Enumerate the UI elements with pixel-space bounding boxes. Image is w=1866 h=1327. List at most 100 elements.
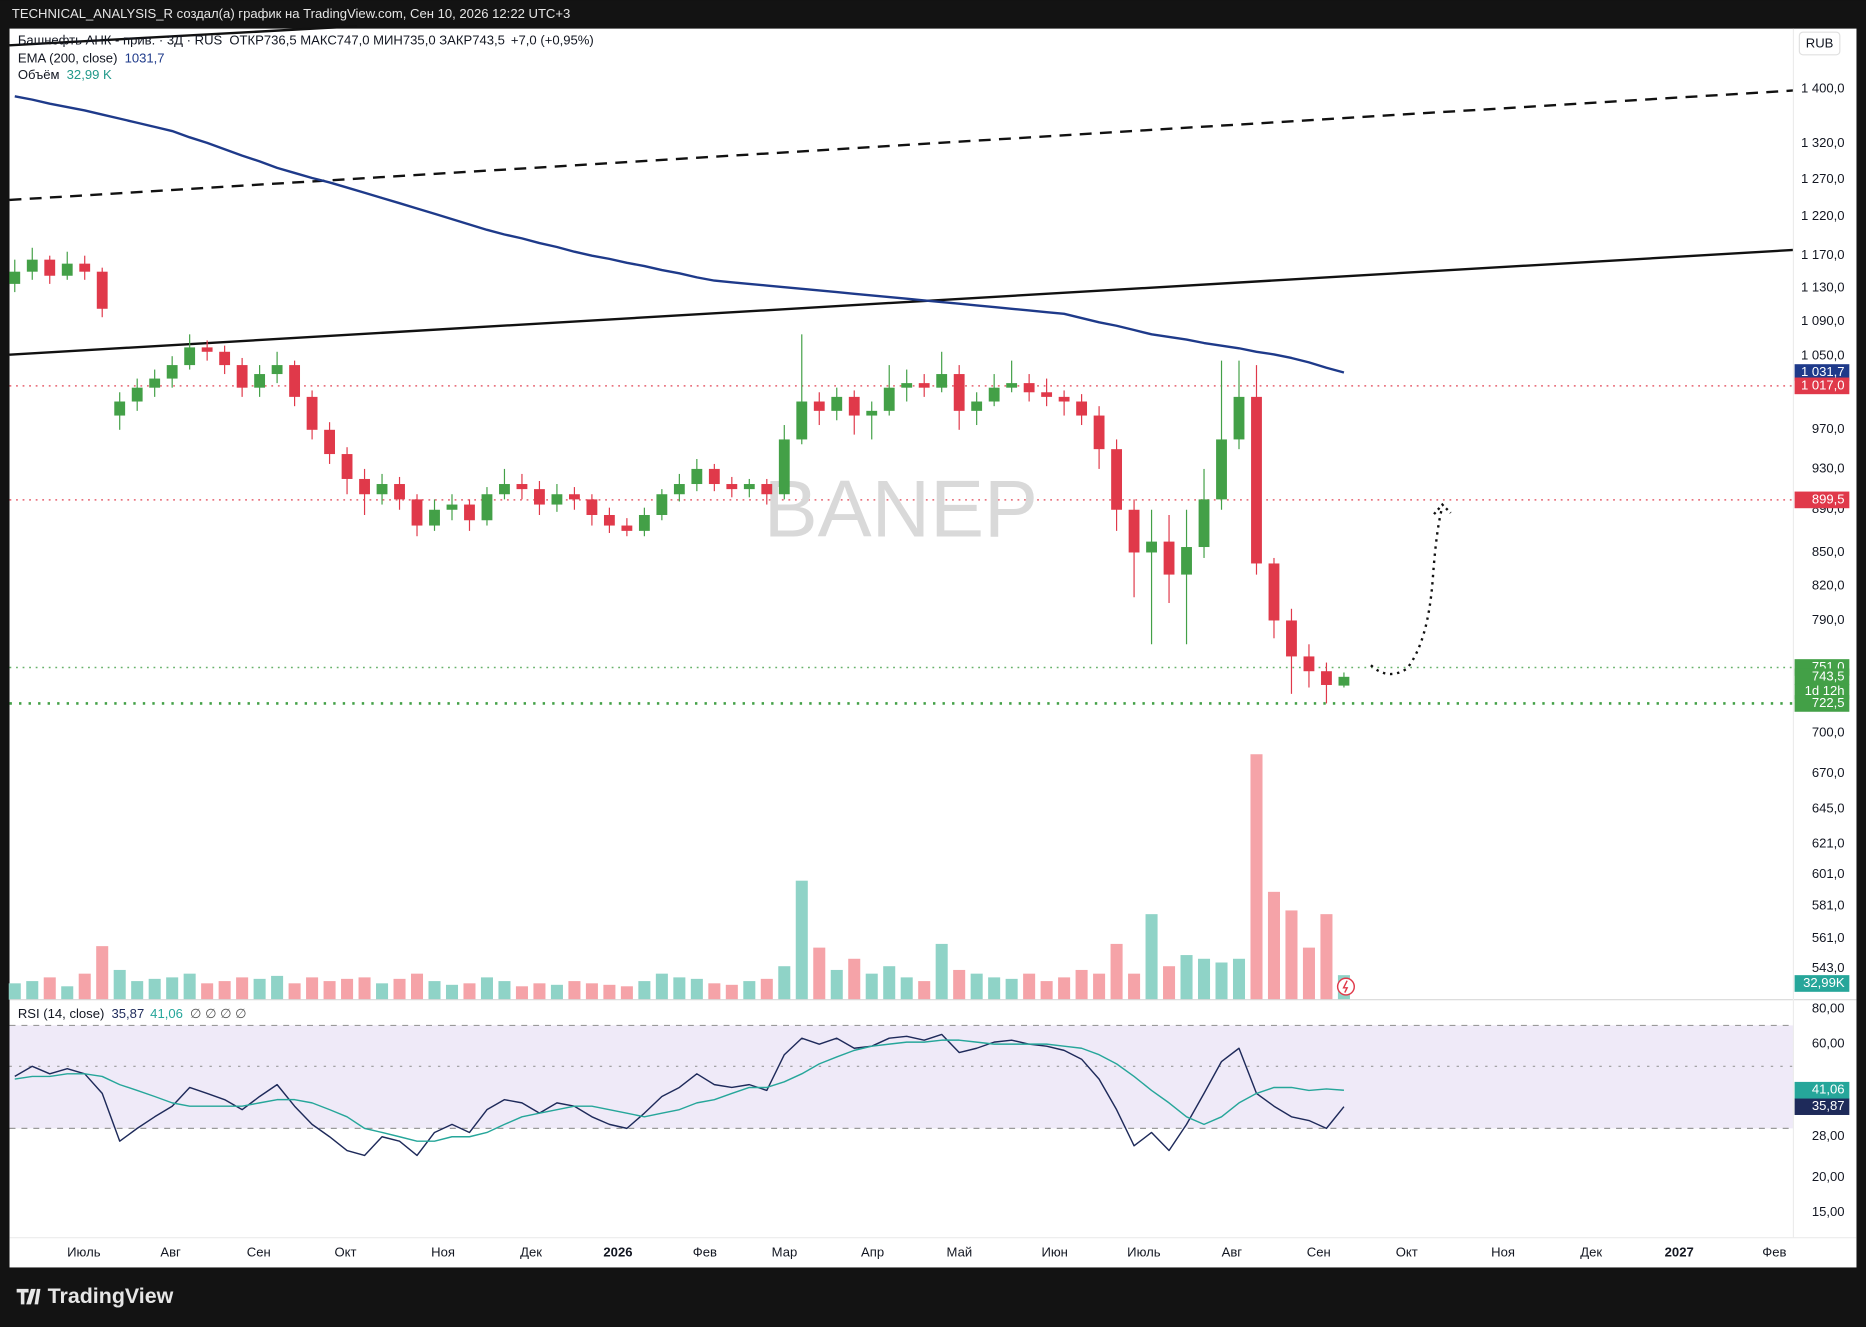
- volume-bar: [1110, 943, 1123, 1000]
- volume-bar: [218, 981, 231, 1000]
- volume-bar: [1163, 966, 1176, 1000]
- candle-body: [1058, 396, 1070, 402]
- volume-bar: [463, 983, 476, 1000]
- ohlc-legend: ОТКР736,5 МАКС747,0 МИН735,0 ЗАКР743,5: [229, 33, 505, 48]
- volume-bar: [865, 973, 878, 1000]
- volume-legend: Объём: [18, 68, 60, 83]
- candle-body: [971, 401, 983, 411]
- volume-bar: [813, 947, 826, 1000]
- volume-bar: [1320, 914, 1333, 1000]
- volume-bar: [323, 981, 336, 1000]
- x-tick-label: 2026: [603, 1245, 632, 1260]
- volume-bar: [1215, 962, 1228, 1000]
- price-label-box: [1794, 491, 1850, 509]
- y-tick-label: 1 050,0: [1801, 348, 1845, 363]
- candle-body: [1233, 396, 1245, 440]
- ema-layer: [14, 95, 1345, 374]
- author-line: TECHNICAL_ANALYSIS_R создал(а) график на…: [12, 6, 570, 21]
- candle-body: [901, 383, 913, 388]
- volume-bar: [26, 981, 39, 1000]
- candle-body: [1321, 671, 1332, 685]
- volume-bar: [620, 986, 633, 1000]
- candle-body: [1076, 401, 1088, 416]
- x-tick-label: Авг: [160, 1245, 181, 1260]
- x-tick-label: Июль: [1127, 1245, 1161, 1260]
- x-tick-label: Ноя: [431, 1245, 455, 1260]
- price-label-box: [1794, 364, 1850, 381]
- y-tick-label: 820,0: [1812, 577, 1845, 592]
- volume-bar: [1128, 973, 1141, 1000]
- volume-bar: [1302, 947, 1315, 1000]
- candle-body: [1128, 509, 1140, 553]
- volume-bar: [953, 969, 966, 1000]
- alert-icon-bolt: [1342, 980, 1349, 993]
- rsi-band: [9, 1025, 1794, 1129]
- volume-bar: [341, 978, 354, 1000]
- candle-body: [149, 378, 161, 388]
- candle-body: [1006, 383, 1018, 388]
- legend-line: Башнефть АНК - прив. · 3Д · RUS ОТКР736,5…: [18, 33, 594, 48]
- candle-body: [341, 454, 353, 479]
- candle-body: [1023, 383, 1035, 393]
- ema-legend: EMA (200, close): [18, 51, 118, 66]
- candle-body: [586, 499, 598, 515]
- y-tick-label: 1 270,0: [1801, 171, 1845, 186]
- volume-bar: [236, 977, 249, 1000]
- volume-bar: [148, 978, 161, 1000]
- candle-body: [708, 468, 720, 485]
- brand: TradingView: [48, 1284, 174, 1308]
- volume-bar: [376, 983, 389, 1000]
- volume-bar: [8, 983, 21, 1000]
- alert-icon[interactable]: [1336, 977, 1355, 996]
- candle-body: [534, 489, 545, 505]
- candle-body: [411, 499, 423, 526]
- x-tick-label: Фев: [1762, 1245, 1786, 1260]
- volume-bar: [1058, 977, 1071, 1000]
- rsi-legend-value: 35,87: [111, 1007, 144, 1022]
- candle-body: [848, 396, 860, 416]
- candle-body: [621, 525, 633, 531]
- x-tick-label: Окт: [1396, 1245, 1418, 1260]
- volume-bar: [883, 966, 896, 1000]
- x-tick-label: Июн: [1041, 1245, 1067, 1260]
- volume-bar: [498, 981, 511, 1000]
- rsi-background: [9, 1024, 1794, 1129]
- candle-body: [166, 365, 178, 379]
- rsi-line: [14, 1039, 1344, 1142]
- candle-body: [1111, 449, 1123, 510]
- rsi-tick-label: 60,00: [1812, 1036, 1845, 1051]
- currency-box[interactable]: [1798, 31, 1841, 56]
- x-tick-label: Окт: [334, 1245, 356, 1260]
- candle-body: [44, 259, 56, 276]
- x-tick-label: Ноя: [1491, 1245, 1515, 1260]
- candle-body: [359, 478, 370, 495]
- candle-body: [551, 494, 563, 505]
- change-legend: +7,0 (+0,95%): [511, 33, 594, 48]
- rsi-tick-label: 28,00: [1812, 1128, 1845, 1143]
- volume-bar: [306, 977, 319, 1000]
- volume-bar: [1232, 958, 1246, 1000]
- candle-body: [96, 271, 108, 309]
- rsi-layer: [14, 1033, 1345, 1157]
- x-tick-label: Фев: [693, 1245, 717, 1260]
- x-tick-label: Сен: [247, 1245, 271, 1260]
- y-tick-label: 790,0: [1812, 612, 1845, 627]
- volume-bar: [1145, 914, 1158, 1000]
- candle-body: [429, 509, 440, 526]
- candle-layer: [9, 247, 1350, 704]
- volume-bar: [96, 946, 109, 1000]
- price-label-box: [1794, 668, 1850, 686]
- candle-body: [1093, 415, 1105, 450]
- price-sublabel: 1d 12h: [1805, 683, 1845, 698]
- volume-bar: [253, 978, 266, 1000]
- y-tick-label: 700,0: [1812, 724, 1845, 739]
- candle-body: [656, 494, 668, 515]
- candle-body: [1286, 620, 1297, 657]
- projection-arrow: [1370, 506, 1444, 676]
- candle-body: [376, 484, 388, 495]
- candle-body: [201, 347, 213, 352]
- currency[interactable]: RUB: [1806, 36, 1834, 51]
- volume-bar: [708, 983, 721, 1000]
- candle-body: [1338, 676, 1350, 686]
